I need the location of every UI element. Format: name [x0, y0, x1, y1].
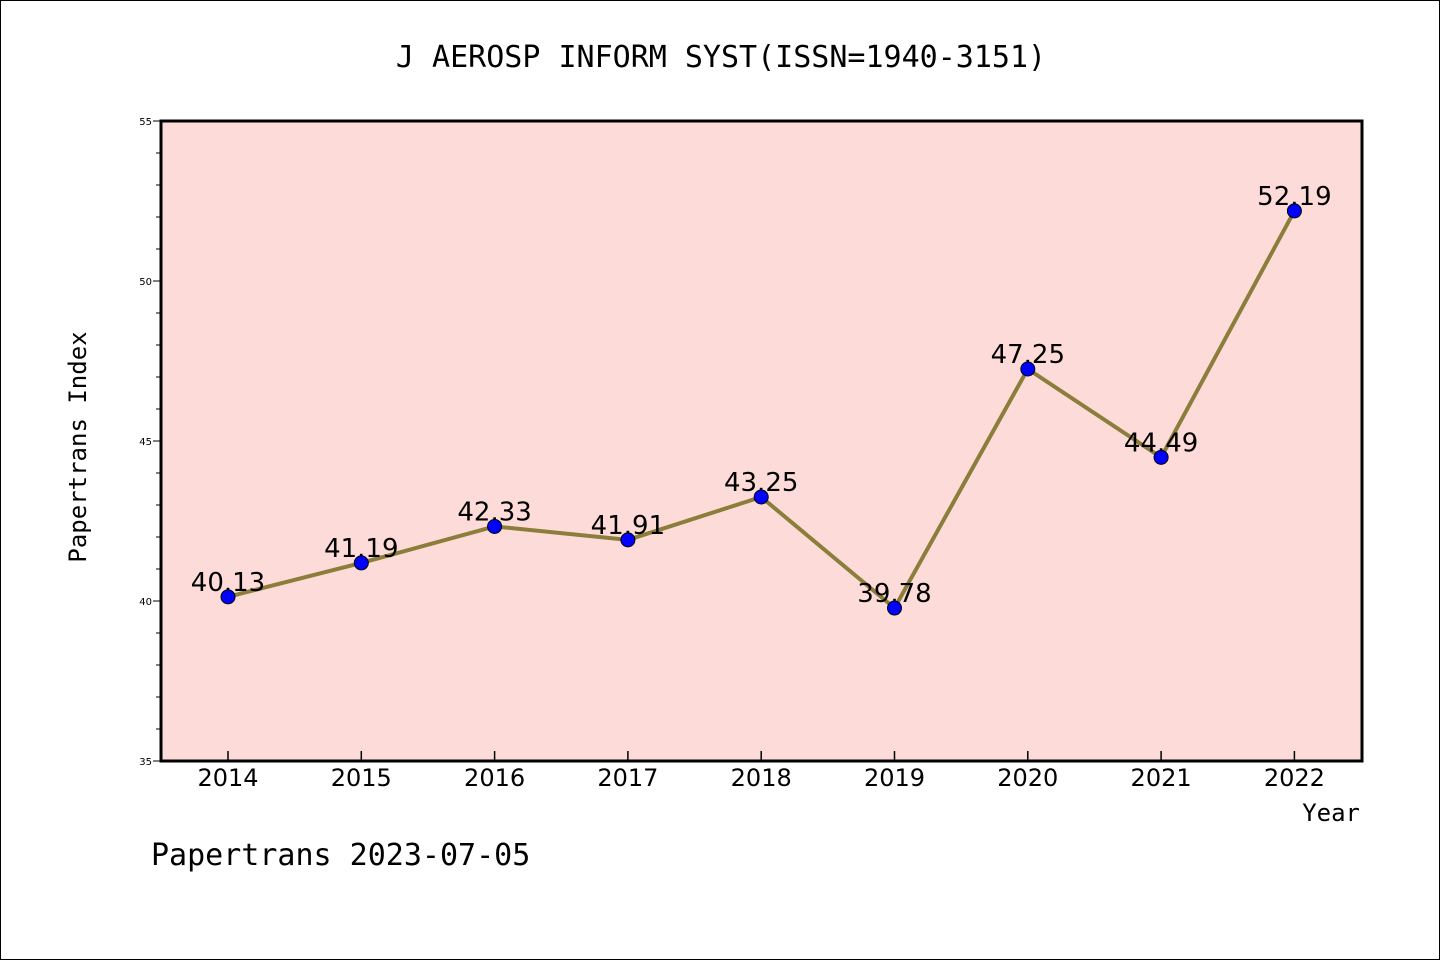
y-axis-label: Papertrans Index: [64, 331, 92, 562]
data-point: [353, 555, 369, 571]
data-point: [1286, 203, 1302, 219]
data-point: [887, 600, 902, 616]
y-tick-label: 50: [139, 277, 152, 288]
x-tick-label: 2022: [1264, 764, 1325, 792]
x-tick-label: 2015: [331, 764, 392, 792]
x-tick-label: 2017: [597, 764, 658, 792]
x-tick-label: 2020: [997, 764, 1058, 792]
data-point: [1153, 449, 1169, 465]
data-point: [220, 589, 236, 605]
y-tick-label: 40: [139, 597, 152, 608]
plot-frame: [159, 119, 1364, 763]
data-point: [487, 518, 503, 534]
y-tick-label: 55: [139, 117, 152, 128]
x-tick-label: 2014: [197, 764, 258, 792]
x-tick-label: 2018: [731, 764, 792, 792]
data-point: [1020, 361, 1036, 377]
chart-title: J AEROSP INFORM SYST(ISSN=1940-3151): [396, 40, 1046, 75]
x-axis-label: Year: [1302, 799, 1360, 827]
data-point: [753, 489, 769, 505]
x-tick-label: 2019: [864, 764, 925, 792]
x-axis-ticks: 2014 2015 2016 2017 2018 2019 2020 2021 2022: [197, 751, 1325, 792]
x-tick-label: 2016: [464, 764, 525, 792]
footer-date-stamp: Papertrans 2023-07-05: [151, 838, 530, 873]
y-tick-label: 35: [139, 757, 152, 768]
plot-area: [161, 121, 1362, 761]
x-tick-label: 2021: [1131, 764, 1192, 792]
data-point: [620, 532, 636, 548]
y-tick-label: 45: [139, 437, 152, 448]
y-axis-ticks: 35 40 45 50 55: [139, 117, 161, 768]
